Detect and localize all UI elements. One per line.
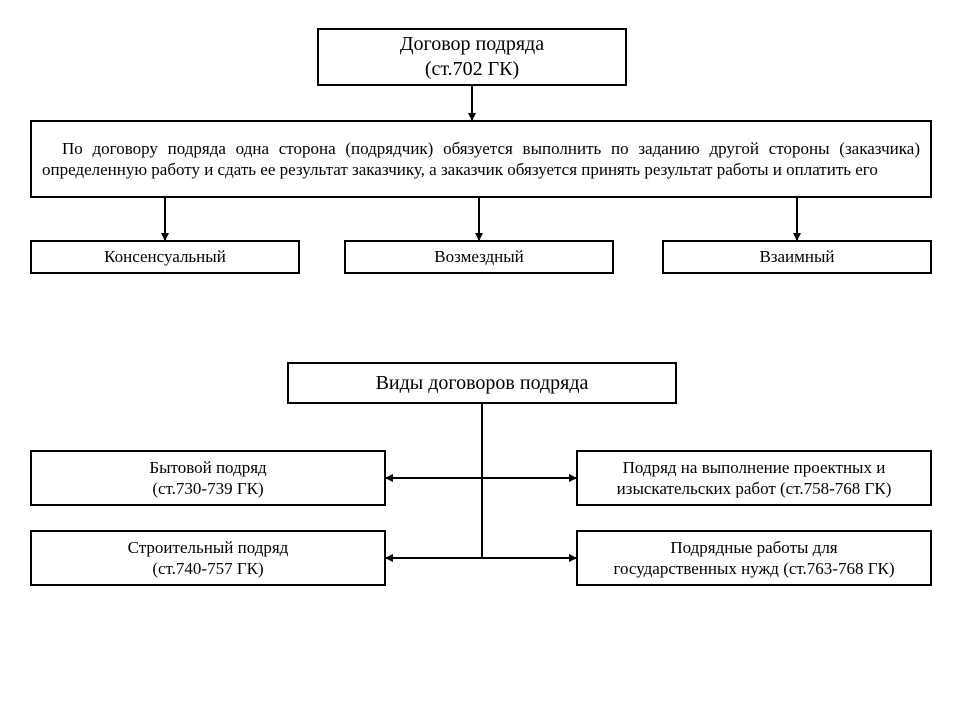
connectors-svg bbox=[0, 0, 960, 720]
node-root: Договор подряда (ст.702 ГК) bbox=[317, 28, 627, 86]
node-prop-mutual: Взаимный bbox=[662, 240, 932, 274]
node-types-title-text: Виды договоров подряда bbox=[376, 371, 589, 396]
node-type-tr-line2: изыскательских работ (ст.758-768 ГК) bbox=[617, 478, 892, 499]
node-type-construction: Строительный подряд (ст.740-757 ГК) bbox=[30, 530, 386, 586]
node-definition-text: По договору подряда одна сторона (подряд… bbox=[42, 138, 920, 181]
node-type-tr-line1: Подряд на выполнение проектных и bbox=[623, 457, 886, 478]
node-type-bl-line2: (ст.740-757 ГК) bbox=[152, 558, 263, 579]
node-definition: По договору подряда одна сторона (подряд… bbox=[30, 120, 932, 198]
node-type-household: Бытовой подряд (ст.730-739 ГК) bbox=[30, 450, 386, 506]
node-prop-consensual: Консенсуальный bbox=[30, 240, 300, 274]
node-prop3-text: Взаимный bbox=[759, 246, 834, 267]
node-type-bl-line1: Строительный подряд bbox=[128, 537, 289, 558]
node-type-tl-line1: Бытовой подряд bbox=[149, 457, 266, 478]
node-type-tl-line2: (ст.730-739 ГК) bbox=[152, 478, 263, 499]
node-types-title: Виды договоров подряда bbox=[287, 362, 677, 404]
node-type-government: Подрядные работы для государственных нуж… bbox=[576, 530, 932, 586]
node-root-line2: (ст.702 ГК) bbox=[425, 57, 519, 82]
node-prop1-text: Консенсуальный bbox=[104, 246, 226, 267]
node-type-br-line1: Подрядные работы для bbox=[670, 537, 837, 558]
node-prop2-text: Возмездный bbox=[434, 246, 524, 267]
node-root-line1: Договор подряда bbox=[400, 32, 544, 57]
node-type-br-line2: государственных нужд (ст.763-768 ГК) bbox=[613, 558, 894, 579]
node-type-design: Подряд на выполнение проектных и изыскат… bbox=[576, 450, 932, 506]
node-prop-compensated: Возмездный bbox=[344, 240, 614, 274]
